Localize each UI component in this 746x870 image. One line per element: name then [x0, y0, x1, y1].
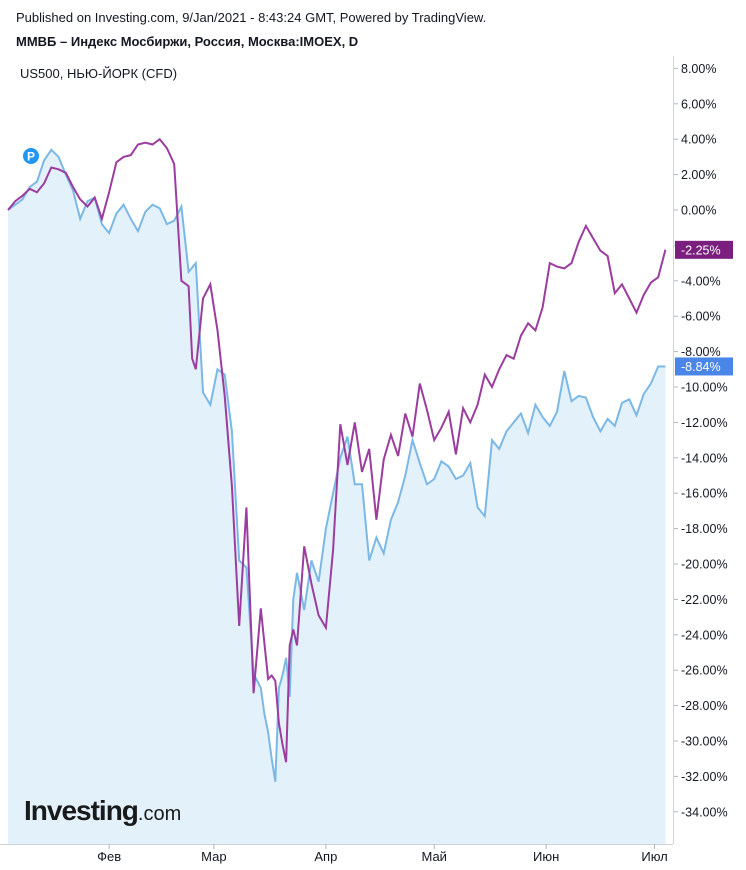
y-tick-label: 2.00% — [681, 168, 716, 182]
last-value-badges: -2.25% -8.84% — [675, 240, 733, 376]
badge-box — [675, 357, 733, 376]
logo-main-text: Investing — [24, 795, 139, 826]
x-tick-label: Июн — [533, 849, 559, 864]
marker-circle[interactable] — [23, 148, 39, 164]
marker-label: P — [27, 150, 35, 164]
y-tick-label: -30.00% — [681, 735, 728, 749]
y-tick-label: 0.00% — [681, 204, 716, 218]
imoex-last-value-badge: -2.25% — [675, 240, 733, 259]
y-axis-ticks: 8.00%6.00%4.00%2.00%0.00%-2.00%-4.00%-6.… — [673, 62, 728, 819]
comparison-legend[interactable]: US500, НЬЮ-ЙОРК (CFD) — [20, 66, 178, 81]
imoex-series-line[interactable] — [7, 137, 667, 763]
us500-series-line[interactable] — [7, 148, 666, 782]
y-tick-label: -18.00% — [681, 522, 728, 536]
x-tick-label: Мар — [201, 849, 226, 864]
y-tick-label: 4.00% — [681, 133, 716, 147]
chart-title: ММВБ – Индекс Мосбиржи, Россия, Москва:I… — [16, 34, 359, 49]
y-tick-label: -20.00% — [681, 558, 728, 572]
logo-suffix-text: .com — [137, 803, 182, 825]
y-tick-label: -26.00% — [681, 664, 728, 678]
y-tick-label: -12.00% — [681, 416, 728, 430]
investing-logo: Investing.com — [24, 795, 181, 827]
y-tick-label: -4.00% — [681, 274, 721, 288]
y-tick-label: -14.00% — [681, 451, 728, 465]
y-tick-label: -28.00% — [681, 699, 728, 713]
y-tick-label: -32.00% — [681, 770, 728, 784]
x-tick-label: Май — [421, 849, 446, 864]
y-tick-label: -16.00% — [681, 487, 728, 501]
x-tick-label: Фев — [97, 849, 121, 864]
y-tick-label: 8.00% — [681, 62, 716, 76]
badge-label: -8.84% — [681, 360, 721, 374]
y-tick-label: -10.00% — [681, 381, 728, 395]
published-note: Published on Investing.com, 9/Jan/2021 -… — [16, 10, 487, 25]
publication-marker[interactable]: P — [23, 148, 39, 164]
x-tick-label: Июл — [641, 849, 667, 864]
y-tick-label: -24.00% — [681, 628, 728, 642]
y-tick-label: -34.00% — [681, 805, 728, 819]
badge-label: -2.25% — [681, 243, 721, 257]
y-tick-label: -6.00% — [681, 310, 721, 324]
badge-box — [675, 240, 733, 259]
x-tick-label: Апр — [314, 849, 337, 864]
y-tick-label: -22.00% — [681, 593, 728, 607]
x-axis-ticks: Фев Мар Апр Май Июн Июл — [97, 844, 668, 864]
us500-last-value-badge: -8.84% — [675, 357, 733, 376]
y-tick-label: 6.00% — [681, 97, 716, 111]
y-tick-label: -8.00% — [681, 345, 721, 359]
